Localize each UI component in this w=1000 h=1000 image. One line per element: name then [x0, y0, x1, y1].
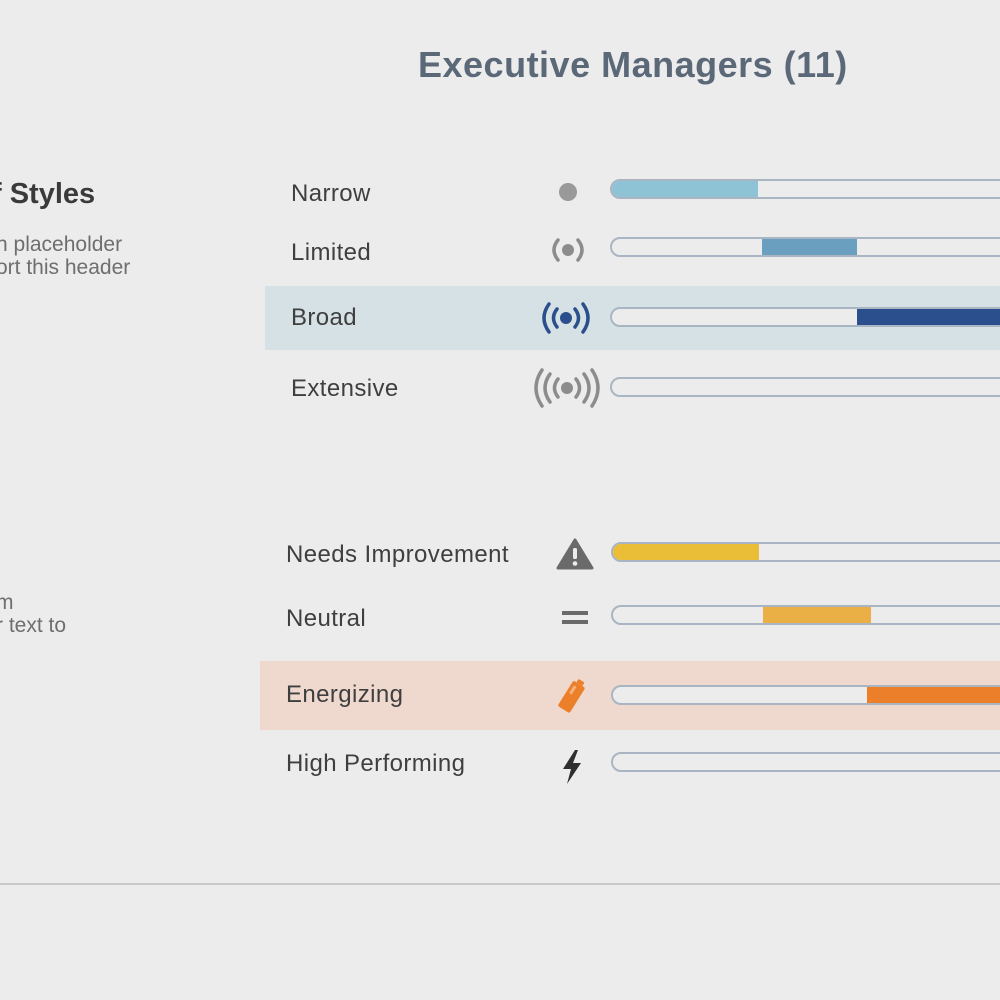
style-row-extensive[interactable]: Extensive: [0, 364, 1000, 412]
row-label: Narrow: [291, 180, 371, 207]
page-title: Executive Managers (11): [418, 44, 848, 85]
score-bar-fill: [762, 607, 871, 623]
signal-small-icon: [540, 233, 596, 267]
score-bar: [610, 179, 1000, 199]
style-row-broad[interactable]: Broad: [0, 286, 1000, 350]
score-bar-fill: [613, 544, 759, 560]
performance-row-energizing[interactable]: Energizing: [0, 661, 1000, 730]
score-bar: [610, 307, 1000, 327]
section-heading-styles: f Styles: [0, 178, 96, 210]
row-label: Needs Improvement: [286, 541, 509, 568]
style-row-narrow[interactable]: Narrow: [0, 170, 1000, 216]
performance-row-neutral[interactable]: Neutral: [0, 594, 1000, 642]
score-bar: [610, 237, 1000, 257]
battery-icon: [552, 675, 592, 717]
score-bar-fill: [612, 181, 758, 197]
row-label: Limited: [291, 239, 372, 266]
lightning-icon: [556, 748, 588, 786]
score-bar: [611, 752, 1000, 772]
score-bar-fill: [761, 239, 858, 255]
row-label: Broad: [291, 304, 358, 331]
score-bar: [610, 377, 1000, 397]
section-description-line-1: n placeholder: [0, 233, 123, 256]
score-bar-fill: [857, 309, 1000, 325]
row-label: Extensive: [291, 375, 399, 402]
performance-row-high-performing[interactable]: High Performing: [0, 740, 1000, 788]
section-description-line-4: r text to: [0, 614, 67, 637]
row-label: High Performing: [286, 750, 466, 777]
warning-icon: [555, 537, 595, 571]
row-label: Neutral: [286, 605, 367, 632]
score-bar: [611, 605, 1000, 625]
section-divider: [0, 883, 1000, 885]
performance-row-needs-improvement[interactable]: Needs Improvement: [0, 530, 1000, 578]
section-description-line-2: ort this header: [0, 256, 131, 279]
dot-icon: [548, 178, 588, 206]
score-bar: [611, 542, 1000, 562]
equals-icon: [558, 604, 592, 632]
style-row-limited[interactable]: Limited: [0, 229, 1000, 275]
signal-medium-icon: [536, 300, 596, 336]
signal-large-icon: [532, 368, 602, 408]
score-bar-fill: [866, 687, 1000, 703]
row-label: Energizing: [286, 681, 404, 708]
section-description-line-3: m: [0, 591, 14, 614]
score-bar: [611, 685, 1000, 705]
